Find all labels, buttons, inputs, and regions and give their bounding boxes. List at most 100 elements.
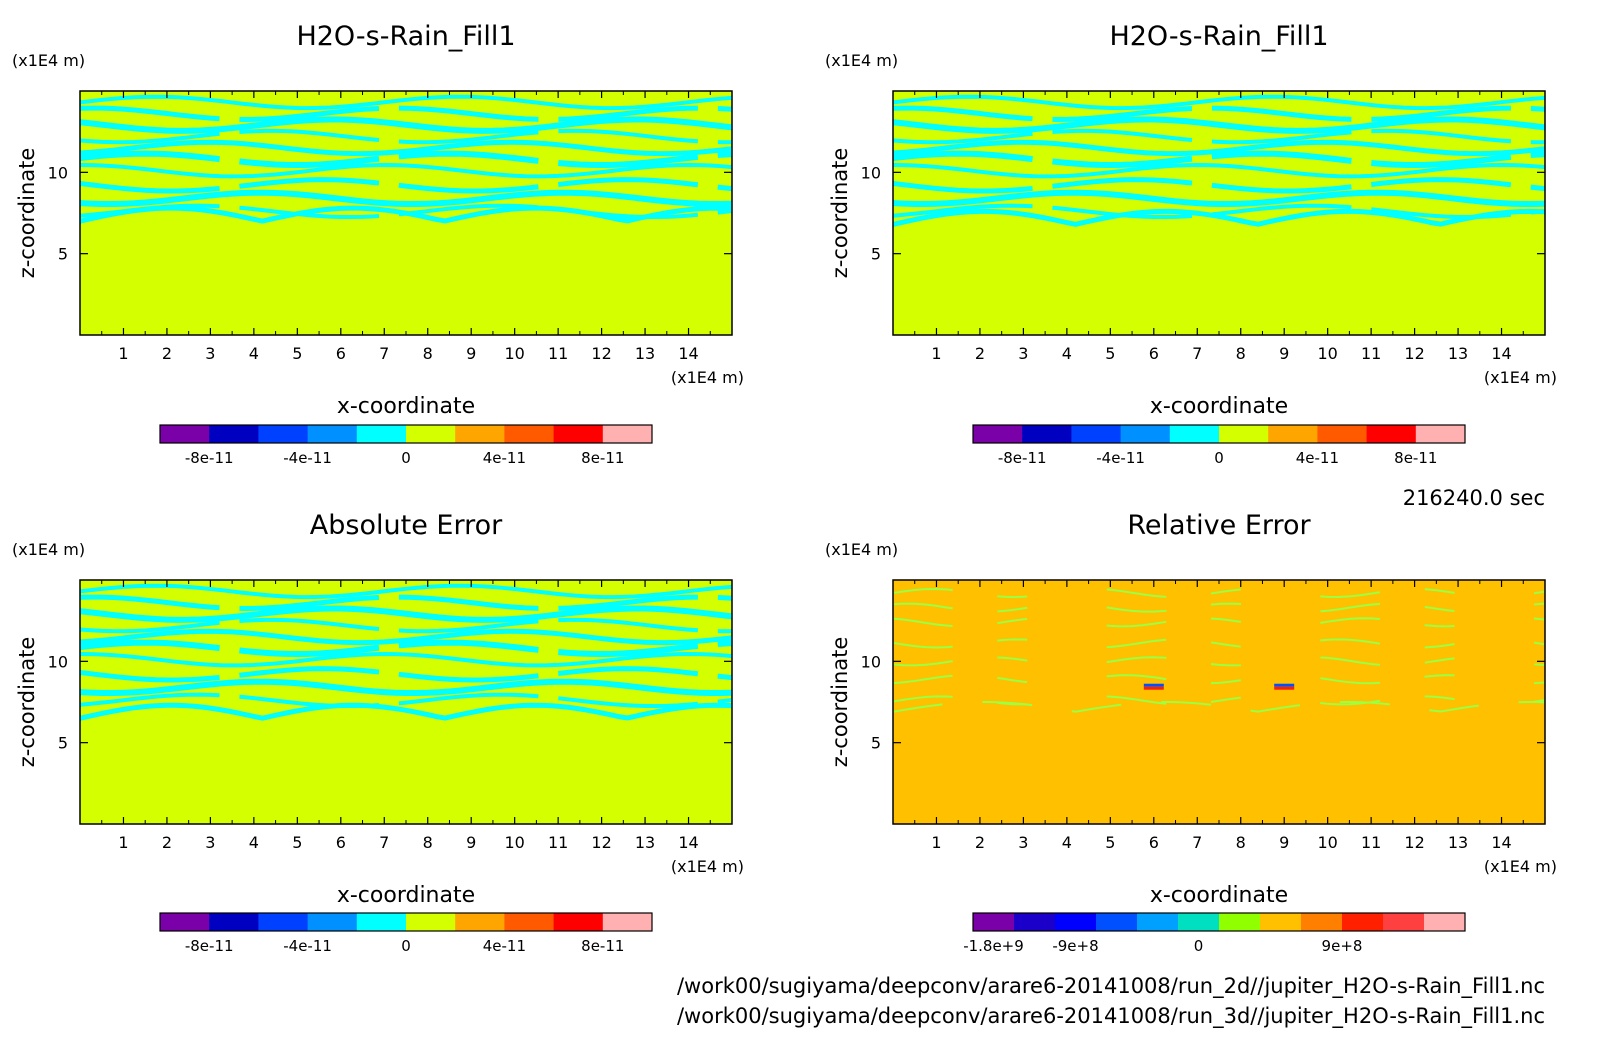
colorbar-swatch <box>258 425 309 443</box>
colorbar-swatch <box>602 425 653 443</box>
field-band <box>80 666 732 683</box>
field-band <box>893 674 1545 685</box>
field-band <box>80 594 732 611</box>
x-tick-label: 5 <box>1105 344 1115 363</box>
field-band <box>893 177 1545 194</box>
y-axis-label: z-coordinate <box>828 637 852 768</box>
colorbar-swatch <box>1055 913 1097 931</box>
colorbar-swatch <box>1219 913 1261 931</box>
x-tick-label: 14 <box>678 833 698 852</box>
x-axis-label: x-coordinate <box>1150 394 1288 419</box>
x-tick-label: 2 <box>162 344 172 363</box>
field-band <box>893 94 1545 111</box>
field-band <box>80 189 732 208</box>
heatmap-field <box>80 94 732 224</box>
colorbar-swatch <box>1071 425 1122 443</box>
colorbar-tick-label: -9e+8 <box>1052 937 1098 955</box>
x-unit-label: (x1E4 m) <box>1484 857 1557 876</box>
x-unit-label: (x1E4 m) <box>1484 368 1557 387</box>
panel-4: Relative Error(x1E4 m)1 2 3 4 5 6 7 8 9 10 11 12 13 1… <box>825 510 1557 955</box>
x-tick-label: 7 <box>379 833 389 852</box>
colorbar-swatch <box>1366 425 1417 443</box>
x-tick-label: 1 <box>118 833 128 852</box>
colorbar-swatch <box>406 913 456 931</box>
field-band <box>893 638 1545 649</box>
y-tick-label: 10 <box>48 163 68 182</box>
colorbar-frame <box>972 912 1466 932</box>
colorbar-swatch <box>1219 425 1269 443</box>
colorbar-swatch <box>973 425 1023 443</box>
colorbar-swatch <box>553 425 604 443</box>
x-tick-label: 14 <box>678 344 698 363</box>
panel-3: Absolute Error(x1E4 m)1 2 3 4 5 6 7 8 9 10 11 12 13 1… <box>12 510 744 955</box>
colorbar-tick-label: 4e-11 <box>1296 449 1339 467</box>
colorbar-swatch <box>1120 425 1171 443</box>
y-tick-label: 5 <box>58 245 68 264</box>
field-band <box>893 656 1545 667</box>
heatmap-field <box>893 587 1545 713</box>
field-band <box>893 203 1545 220</box>
field-band <box>80 105 732 122</box>
colorbar-tick-label: -8e-11 <box>185 449 234 467</box>
y-unit-label: (x1E4 m) <box>12 51 85 70</box>
colorbar-tick-label: -4e-11 <box>283 449 332 467</box>
x-tick-label: 5 <box>1105 833 1115 852</box>
field-band <box>80 617 732 634</box>
x-tick-label: 12 <box>1404 344 1424 363</box>
field-band <box>893 189 1545 208</box>
x-tick-label: 4 <box>249 833 259 852</box>
field-band <box>80 605 732 623</box>
field-band <box>80 94 732 111</box>
field-band <box>893 163 1545 179</box>
panel-2: H2O-s-Rain_Fill1(x1E4 m)1 2 3 4 5 6 7 8 9 10 11 12 1… <box>825 21 1557 467</box>
field-band <box>893 105 1545 122</box>
y-tick-label: 5 <box>871 734 881 753</box>
y-axis-label: z-coordinate <box>828 148 852 279</box>
field-band <box>893 128 1545 145</box>
colorbar-swatch <box>1415 425 1466 443</box>
colorbar-frame <box>159 912 653 932</box>
x-tick-label: 5 <box>292 344 302 363</box>
colorbar-tick-label: -4e-11 <box>283 937 332 955</box>
y-tick-label: 5 <box>871 245 881 264</box>
y-unit-label: (x1E4 m) <box>825 51 898 70</box>
x-tick-label: 11 <box>1361 833 1381 852</box>
y-tick-label: 10 <box>861 163 881 182</box>
colorbar-swatch <box>209 425 259 443</box>
x-axis-label: x-coordinate <box>337 394 475 419</box>
x-tick-label: 13 <box>1448 833 1468 852</box>
colorbar-tick-label: 0 <box>401 937 411 955</box>
file-path-2: /work00/sugiyama/deepconv/arare6-2014100… <box>677 1004 1545 1029</box>
field-band <box>80 163 732 179</box>
field-band <box>893 150 1545 169</box>
x-unit-label: (x1E4 m) <box>671 368 744 387</box>
x-tick-label: 9 <box>466 344 476 363</box>
x-tick-label: 4 <box>249 344 259 363</box>
colorbar-tick-label: -1.8e+9 <box>963 937 1024 955</box>
colorbar-swatch <box>1383 913 1425 931</box>
panel-1: H2O-s-Rain_Fill1(x1E4 m)1 2 3 4 5 6 7 8 9 10 11 12 1… <box>12 21 744 467</box>
colorbar-swatch <box>258 913 309 931</box>
colorbar-swatch <box>553 913 604 931</box>
colorbar-swatch <box>504 425 555 443</box>
field-band <box>80 583 732 600</box>
colorbar-tick-label: 0 <box>1214 449 1224 467</box>
field-band <box>80 150 732 169</box>
colorbar-swatch <box>1169 425 1220 443</box>
colorbar-swatch <box>1268 425 1318 443</box>
field-band <box>80 128 732 145</box>
x-tick-label: 6 <box>1149 344 1159 363</box>
x-tick-label: 3 <box>205 833 215 852</box>
field-band <box>893 116 1545 134</box>
colorbar-tick-label: 0 <box>401 449 411 467</box>
colorbar-swatch <box>209 913 259 931</box>
colorbar-swatch <box>1137 913 1179 931</box>
x-tick-label: 3 <box>1018 833 1028 852</box>
y-tick-label: 10 <box>48 652 68 671</box>
x-tick-label: 12 <box>1404 833 1424 852</box>
y-unit-label: (x1E4 m) <box>825 540 898 559</box>
field-band <box>80 692 732 709</box>
x-tick-label: 9 <box>1279 833 1289 852</box>
x-axis-label: x-coordinate <box>1150 883 1288 908</box>
x-tick-label: 7 <box>1192 833 1202 852</box>
